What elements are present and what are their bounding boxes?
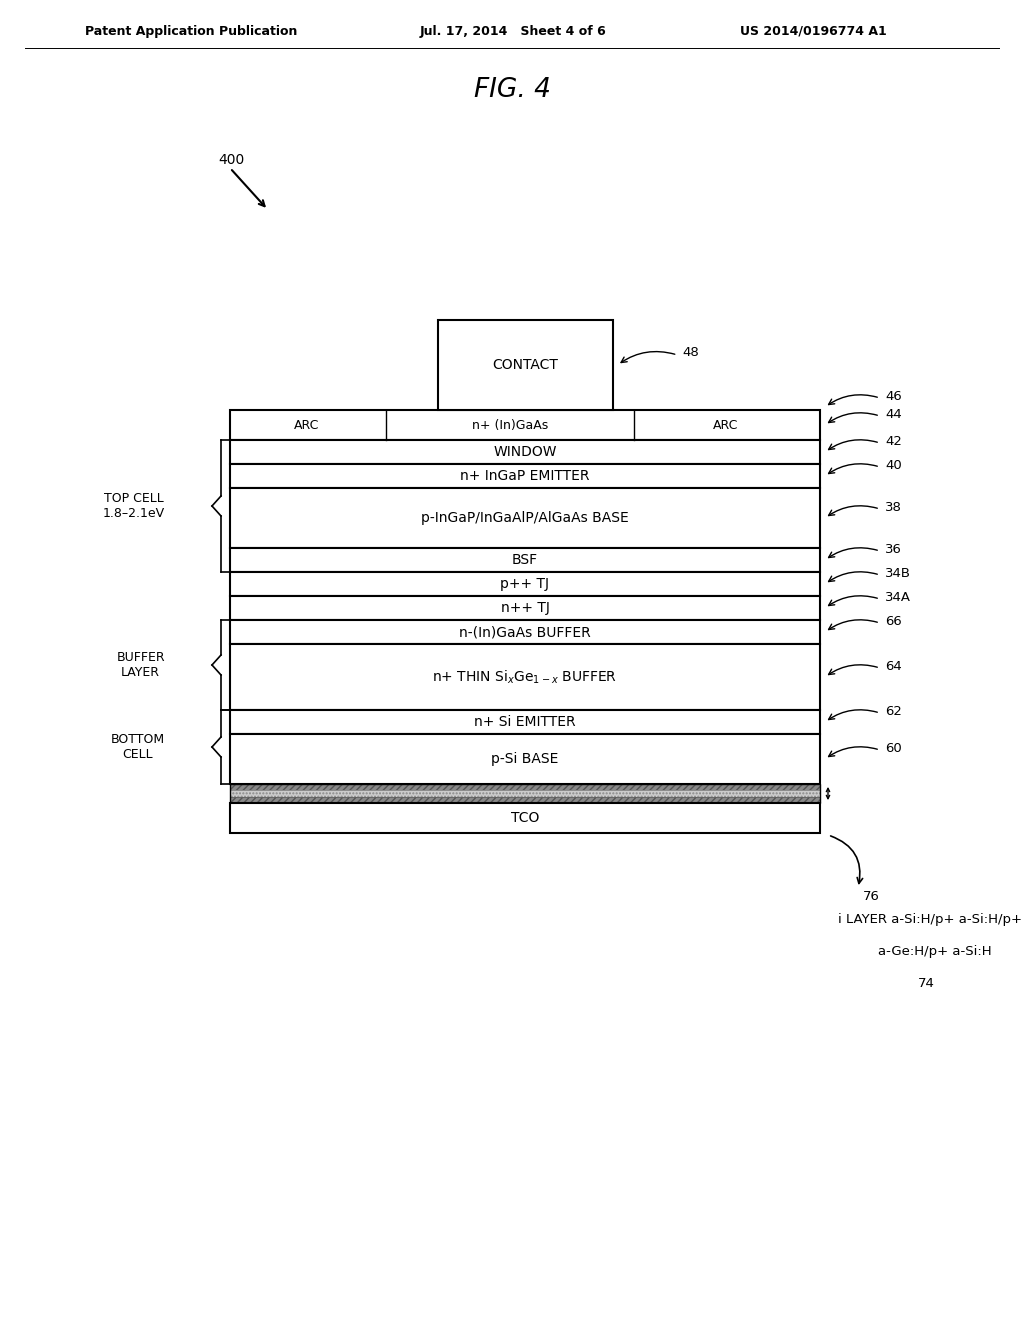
Text: Patent Application Publication: Patent Application Publication [85, 25, 297, 38]
Bar [230, 440, 820, 465]
Text: 400: 400 [218, 153, 245, 168]
Text: US 2014/0196774 A1: US 2014/0196774 A1 [740, 25, 887, 38]
Text: 34B: 34B [885, 566, 911, 579]
Text: ARC: ARC [713, 418, 738, 432]
Text: TCO: TCO [511, 810, 540, 825]
Text: 48: 48 [683, 346, 699, 359]
Text: TOP CELL
1.8–2.1eV: TOP CELL 1.8–2.1eV [102, 492, 165, 520]
Bar [230, 465, 820, 488]
Text: p++ TJ: p++ TJ [501, 577, 550, 591]
Text: p-Si BASE: p-Si BASE [492, 752, 559, 766]
Text: BSF: BSF [512, 553, 538, 568]
Bar [230, 734, 820, 784]
Bar [230, 572, 820, 597]
Bar [230, 411, 820, 440]
Text: 66: 66 [885, 615, 902, 627]
Text: 46: 46 [885, 389, 902, 403]
Text: n+ THIN Si$_x$Ge$_{1-x}$ BUFFER: n+ THIN Si$_x$Ge$_{1-x}$ BUFFER [432, 668, 617, 685]
Text: n+ (In)GaAs: n+ (In)GaAs [472, 418, 549, 432]
Text: 64: 64 [885, 660, 902, 672]
Text: n-(In)GaAs BUFFER: n-(In)GaAs BUFFER [459, 624, 591, 639]
Text: BOTTOM
CELL: BOTTOM CELL [111, 733, 165, 762]
Text: 76: 76 [863, 890, 880, 903]
Text: 38: 38 [885, 500, 902, 513]
Bar [230, 797, 820, 803]
Text: 62: 62 [885, 705, 902, 718]
Text: Jul. 17, 2014   Sheet 4 of 6: Jul. 17, 2014 Sheet 4 of 6 [420, 25, 607, 38]
Bar [230, 620, 820, 644]
Text: 40: 40 [885, 458, 902, 471]
Bar [230, 548, 820, 572]
Text: 36: 36 [885, 543, 902, 556]
Bar [230, 488, 820, 548]
Text: WINDOW: WINDOW [494, 445, 557, 459]
Bar [230, 644, 820, 710]
Bar [437, 319, 612, 411]
Text: 44: 44 [885, 408, 902, 421]
Text: BUFFER
LAYER: BUFFER LAYER [117, 651, 165, 678]
Bar [230, 784, 820, 803]
Bar [230, 791, 820, 797]
Text: i LAYER a-Si:H/p+ a-Si:H/p+: i LAYER a-Si:H/p+ a-Si:H/p+ [838, 913, 1022, 927]
Text: 42: 42 [885, 434, 902, 447]
Text: a-Ge:H/p+ a-Si:H: a-Ge:H/p+ a-Si:H [878, 945, 991, 958]
Bar [230, 784, 820, 791]
Text: 34A: 34A [885, 590, 911, 603]
Bar [230, 710, 820, 734]
Text: n+ Si EMITTER: n+ Si EMITTER [474, 715, 575, 729]
Bar [230, 597, 820, 620]
Text: p-InGaP/InGaAlP/AlGaAs BASE: p-InGaP/InGaAlP/AlGaAs BASE [421, 511, 629, 525]
Text: ARC: ARC [294, 418, 319, 432]
Text: CONTACT: CONTACT [493, 358, 558, 372]
Bar [230, 803, 820, 833]
Text: 60: 60 [885, 742, 902, 755]
Text: n++ TJ: n++ TJ [501, 601, 550, 615]
Text: n+ InGaP EMITTER: n+ InGaP EMITTER [460, 469, 590, 483]
Text: 74: 74 [918, 977, 935, 990]
Text: FIG. 4: FIG. 4 [473, 77, 551, 103]
